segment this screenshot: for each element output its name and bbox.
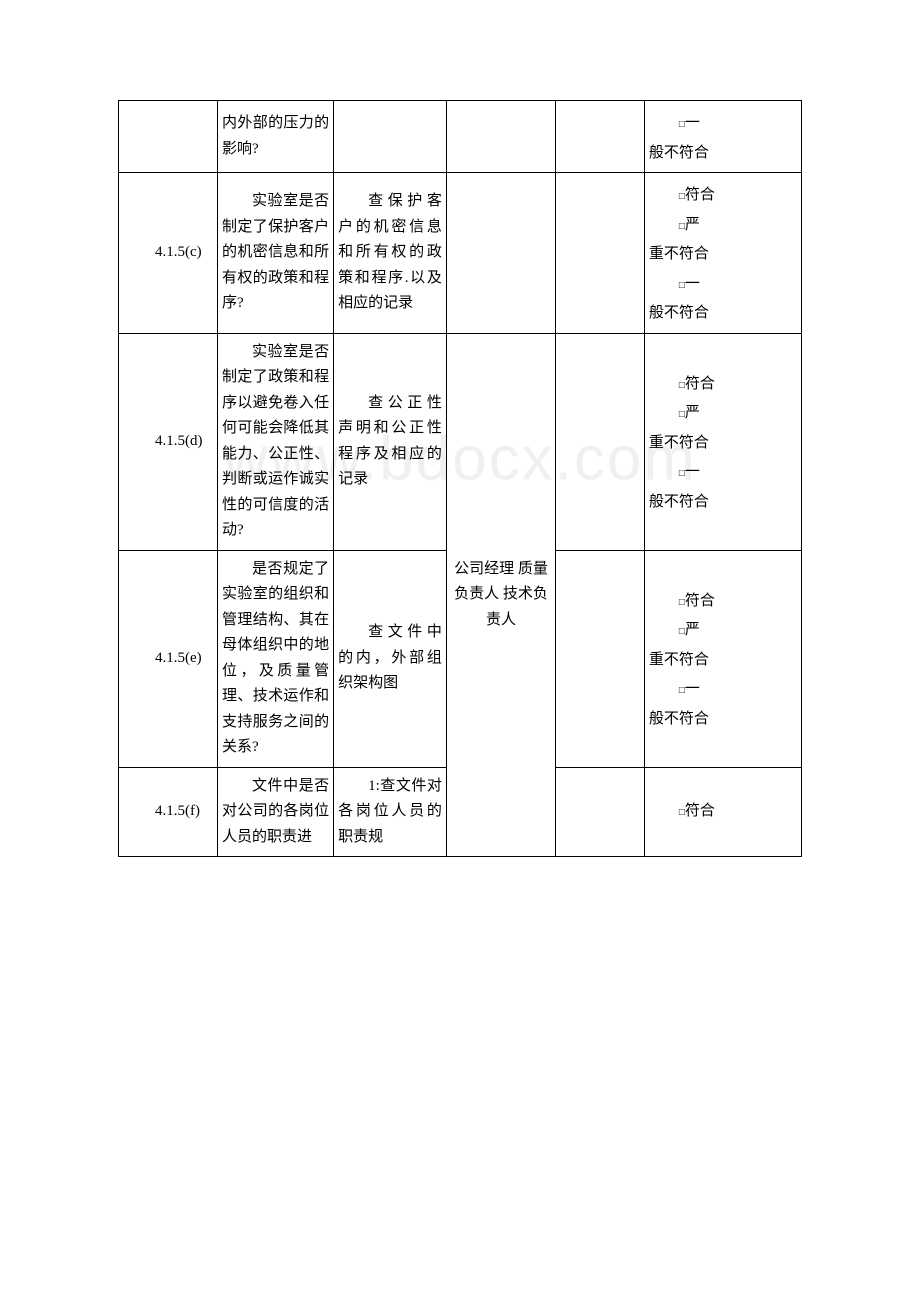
table-row: 4.1.5(c) 实验室是否制定了保护客户的机密信息和所 有权的政策和程序? 查…	[119, 173, 802, 334]
result-cell: □一 般不符合	[644, 101, 801, 173]
audit-table: 内外部的压力的影响? □一 般不符合 4.1.5(c) 实验室是否制定了保护客户…	[118, 100, 802, 857]
blank-cell	[556, 173, 645, 334]
code-cell	[119, 101, 218, 173]
code-cell: 4.1.5(d)	[119, 333, 218, 550]
question-cell: 内外部的压力的影响?	[218, 101, 334, 173]
code-cell: 4.1.5(c)	[119, 173, 218, 334]
result-cell: □符合 □严 重不符合 □一 般不符合	[644, 333, 801, 550]
question-cell: 是否规定了实验室的组织和管理结构、其在母体组织中的地位，及质量管理、技术运作和支…	[218, 550, 334, 767]
result-cell: □符合 □严 重不符合 □一 般不符合	[644, 173, 801, 334]
person-cell	[446, 101, 555, 173]
question-cell: 实验室是否制定了保护客户的机密信息和所 有权的政策和程序?	[218, 173, 334, 334]
person-cell	[446, 173, 555, 334]
blank-cell	[556, 550, 645, 767]
method-cell: 查公正性声明和公正性程序及相应的记录	[334, 333, 447, 550]
method-cell: 查文件中的内，外部组织架构图	[334, 550, 447, 767]
blank-cell	[556, 101, 645, 173]
method-cell: 1:查文件对各岗位人员的职责规	[334, 767, 447, 857]
table-row: 4.1.5(d) 实验室是否制定了政策和程序以避免卷入任 何可能会降低其能力、公…	[119, 333, 802, 550]
question-cell: 实验室是否制定了政策和程序以避免卷入任 何可能会降低其能力、公正性、判断或运作诚…	[218, 333, 334, 550]
code-cell: 4.1.5(e)	[119, 550, 218, 767]
table-row: 内外部的压力的影响? □一 般不符合	[119, 101, 802, 173]
blank-cell	[556, 333, 645, 550]
result-cell: □符合	[644, 767, 801, 857]
method-cell	[334, 101, 447, 173]
person-cell: 公司经理 质量负责人 技术负责人	[446, 333, 555, 857]
result-cell: □符合 □严 重不符合 □一 般不符合	[644, 550, 801, 767]
blank-cell	[556, 767, 645, 857]
code-cell: 4.1.5(f)	[119, 767, 218, 857]
method-cell: 查保护客户的机密信息和所有权的政策和程序.以及相应的记录	[334, 173, 447, 334]
question-cell: 文件中是否对公司的各岗位人员的职责进	[218, 767, 334, 857]
